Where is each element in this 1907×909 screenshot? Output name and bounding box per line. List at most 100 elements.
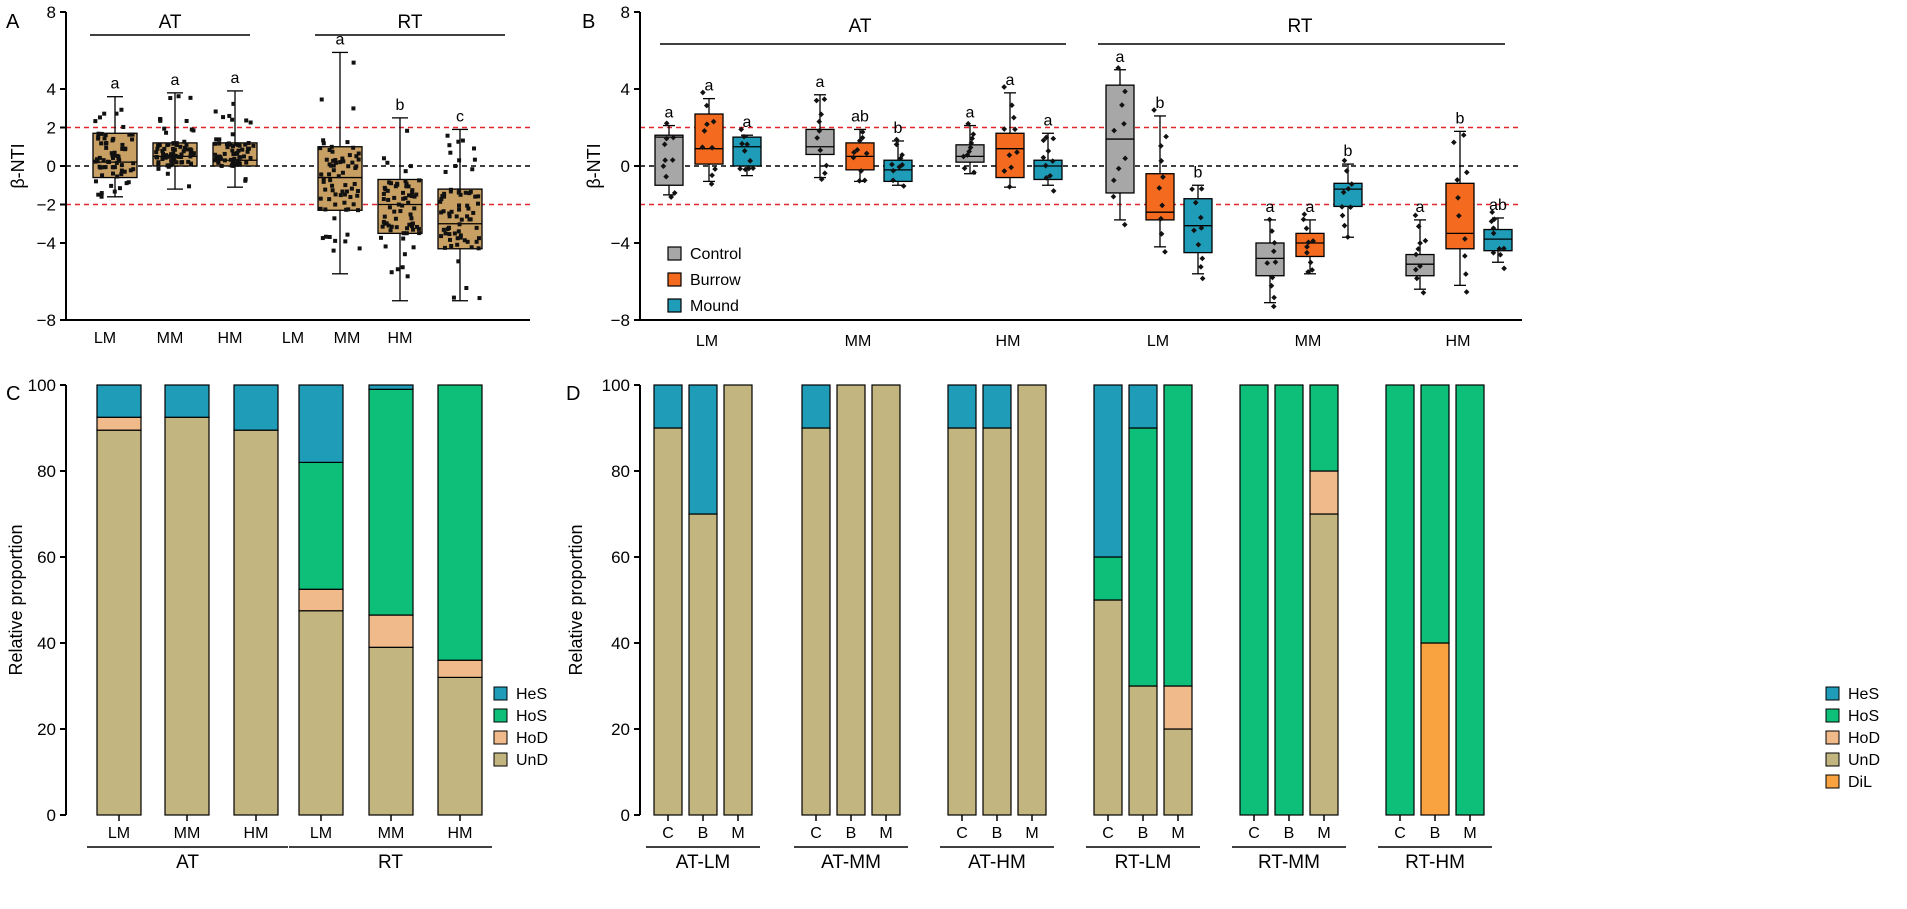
data-point bbox=[234, 142, 239, 147]
bar-segment-hes bbox=[947, 384, 977, 429]
data-point bbox=[459, 217, 464, 222]
bar-segment-hes bbox=[164, 384, 210, 418]
data-point bbox=[709, 172, 715, 179]
bar-segment-hes bbox=[801, 384, 831, 429]
data-point bbox=[327, 148, 332, 153]
data-point bbox=[355, 188, 360, 193]
data-point bbox=[408, 164, 413, 169]
data-point bbox=[465, 239, 470, 244]
data-point bbox=[452, 231, 457, 236]
data-point bbox=[412, 206, 417, 211]
data-point bbox=[318, 206, 323, 211]
data-point bbox=[1158, 143, 1164, 149]
data-point bbox=[457, 207, 462, 212]
data-point bbox=[407, 222, 412, 227]
data-point bbox=[1341, 157, 1348, 164]
panel-label-b: B bbox=[582, 11, 595, 33]
data-point bbox=[191, 152, 196, 157]
significance-letter: b bbox=[1456, 110, 1465, 127]
data-point bbox=[821, 96, 828, 103]
data-point bbox=[156, 160, 161, 165]
data-point bbox=[1001, 84, 1007, 90]
bar-segment-hos bbox=[1239, 384, 1269, 816]
data-point bbox=[414, 192, 419, 197]
y-tick-label: 4 bbox=[621, 80, 630, 99]
data-point bbox=[1414, 275, 1420, 282]
bar-segment-hos bbox=[1274, 384, 1304, 816]
data-point bbox=[165, 171, 170, 176]
legend-label: DiL bbox=[1848, 774, 1872, 791]
data-point bbox=[182, 139, 187, 144]
panel-c-stacked-bars: 0 20 40 60 80 100 Relative proportion LM MM HM AT L… bbox=[6, 376, 548, 873]
data-point bbox=[1415, 223, 1422, 230]
y-axis-label: β-NTI bbox=[584, 143, 604, 188]
y-tick-label: 40 bbox=[611, 634, 630, 653]
data-point bbox=[354, 154, 359, 159]
box bbox=[732, 136, 762, 167]
data-point bbox=[222, 151, 227, 156]
data-point bbox=[105, 159, 110, 164]
data-point bbox=[154, 155, 159, 160]
group-label: AT-MM bbox=[821, 852, 881, 873]
box bbox=[1483, 228, 1513, 252]
bar-segment-und bbox=[1309, 513, 1339, 816]
data-point bbox=[1345, 185, 1352, 192]
data-point bbox=[128, 168, 133, 173]
data-point bbox=[396, 202, 401, 207]
data-point bbox=[1110, 193, 1117, 200]
data-point bbox=[410, 190, 415, 195]
bar-segment-und bbox=[801, 427, 831, 816]
data-point bbox=[96, 136, 101, 141]
y-tick-label: 8 bbox=[47, 3, 56, 22]
group-label: AT bbox=[159, 12, 182, 33]
data-point bbox=[712, 166, 718, 172]
data-point bbox=[394, 225, 399, 230]
data-point bbox=[1341, 222, 1348, 229]
y-tick-label: 100 bbox=[28, 376, 56, 395]
data-point bbox=[1304, 249, 1310, 256]
data-point bbox=[458, 233, 463, 238]
y-tick-label: 20 bbox=[37, 720, 56, 739]
data-point bbox=[401, 231, 406, 236]
x-tick-label: C bbox=[1248, 825, 1260, 842]
data-point bbox=[191, 128, 196, 133]
data-point bbox=[1303, 225, 1310, 232]
data-point bbox=[96, 134, 101, 139]
data-point bbox=[173, 153, 178, 158]
data-point bbox=[331, 168, 336, 173]
data-point bbox=[344, 207, 349, 212]
data-point bbox=[381, 191, 386, 196]
data-point bbox=[392, 209, 397, 214]
data-point bbox=[99, 194, 104, 199]
data-point bbox=[351, 106, 356, 111]
data-point bbox=[174, 141, 179, 146]
data-point bbox=[404, 184, 409, 189]
data-point bbox=[355, 208, 360, 213]
group-label: RT-MM bbox=[1258, 852, 1320, 873]
data-point bbox=[1300, 216, 1307, 223]
data-point bbox=[662, 157, 668, 164]
data-point bbox=[346, 164, 351, 169]
data-point bbox=[333, 202, 338, 207]
data-point bbox=[130, 132, 135, 137]
data-point bbox=[187, 184, 192, 189]
legend-label: HoD bbox=[516, 730, 548, 747]
x-tick-label: C bbox=[1394, 825, 1406, 842]
data-point bbox=[401, 236, 406, 241]
data-point bbox=[818, 176, 825, 183]
data-point bbox=[244, 160, 249, 165]
data-point bbox=[457, 222, 462, 227]
data-point bbox=[470, 167, 475, 172]
y-tick-label: 80 bbox=[37, 462, 56, 481]
x-tick-label: HM bbox=[218, 330, 243, 347]
data-point bbox=[330, 183, 335, 188]
panel-label-a: A bbox=[6, 11, 20, 33]
x-tick-label: MM bbox=[174, 825, 201, 842]
data-point bbox=[185, 147, 190, 152]
bar-segment-hos bbox=[1455, 384, 1485, 816]
data-point bbox=[380, 224, 385, 229]
data-point bbox=[328, 178, 333, 183]
legend-swatch bbox=[493, 730, 508, 745]
data-point bbox=[117, 186, 122, 191]
